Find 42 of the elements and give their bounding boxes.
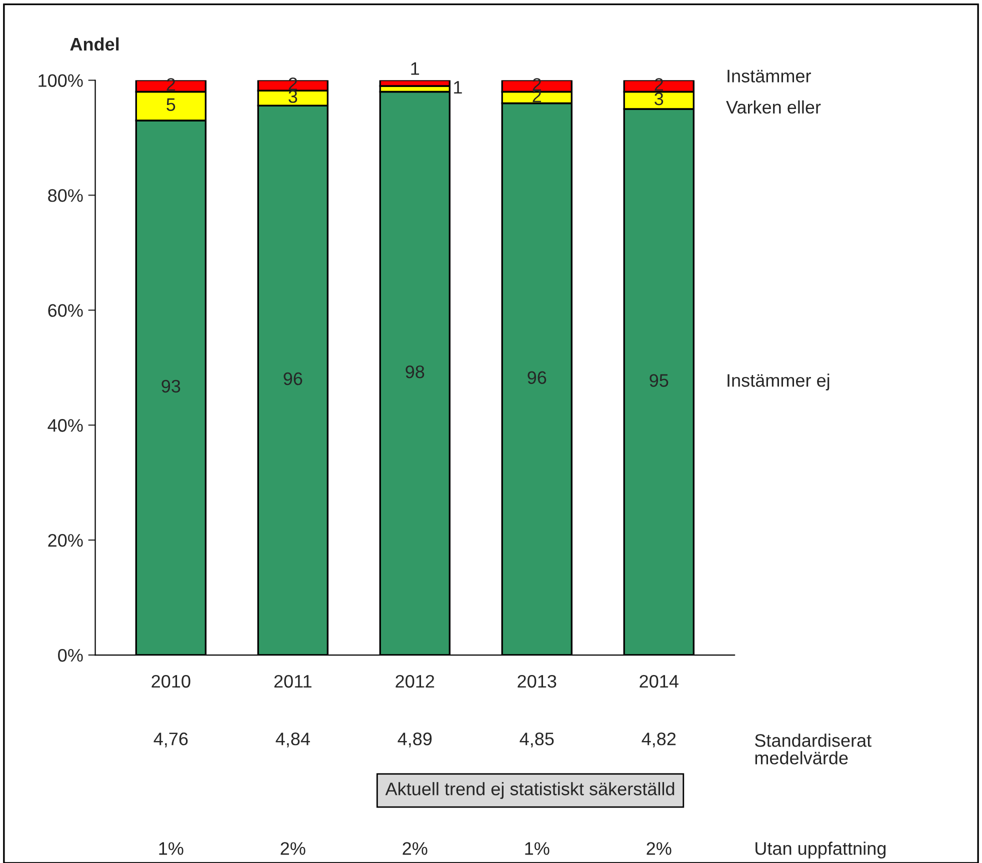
y-tick-label: 100% [38,74,83,87]
x-tick-label: 2014 [640,674,678,688]
y-axis-title: Andel [70,37,119,51]
y-tick-label: 0% [58,648,83,662]
series-label: Varken eller [726,100,821,114]
x-tick-label: 2011 [274,674,312,688]
x-tick-label: 2010 [152,674,190,688]
data-label: 5 [166,98,176,111]
data-label: 1 [454,81,462,94]
text: 4,76 [154,732,188,748]
series-label: Instämmer ej [728,374,830,390]
data-label: 2 [654,78,664,91]
data-label: 98 [406,365,424,378]
data-label: 96 [284,372,302,386]
text: 1% [525,842,550,855]
text: 4,82 [642,732,676,748]
text: 4,89 [398,732,432,748]
text: 2% [402,842,428,855]
series-label: Instämmer [728,70,811,82]
text: 2% [280,842,306,855]
data-label: 1 [411,62,420,75]
text: 4,85 [520,732,554,748]
data-label: 96 [528,371,546,384]
y-tick-label: 80% [48,189,83,202]
text: Aktuell trend ej statistiskt säkerställd [385,782,674,799]
data-label: 3 [654,92,664,106]
text: 4,84 [276,732,310,748]
data-label: 95 [650,374,668,387]
data-label: 2 [288,77,298,90]
x-tick-label: 2012 [396,674,434,688]
text: 2% [646,842,672,855]
text: Standardiserat medelvärde [754,734,872,764]
data-label: 2 [166,78,176,91]
data-label: 2 [532,78,542,91]
x-tick-label: 2013 [518,674,556,688]
data-label: 93 [162,380,180,393]
data-label: 3 [288,90,298,103]
text: Utan uppfattning [756,842,886,858]
text: 1% [159,842,184,855]
y-tick-label: 40% [48,419,83,432]
y-tick-label: 20% [48,534,83,547]
y-tick-label: 60% [48,304,83,317]
